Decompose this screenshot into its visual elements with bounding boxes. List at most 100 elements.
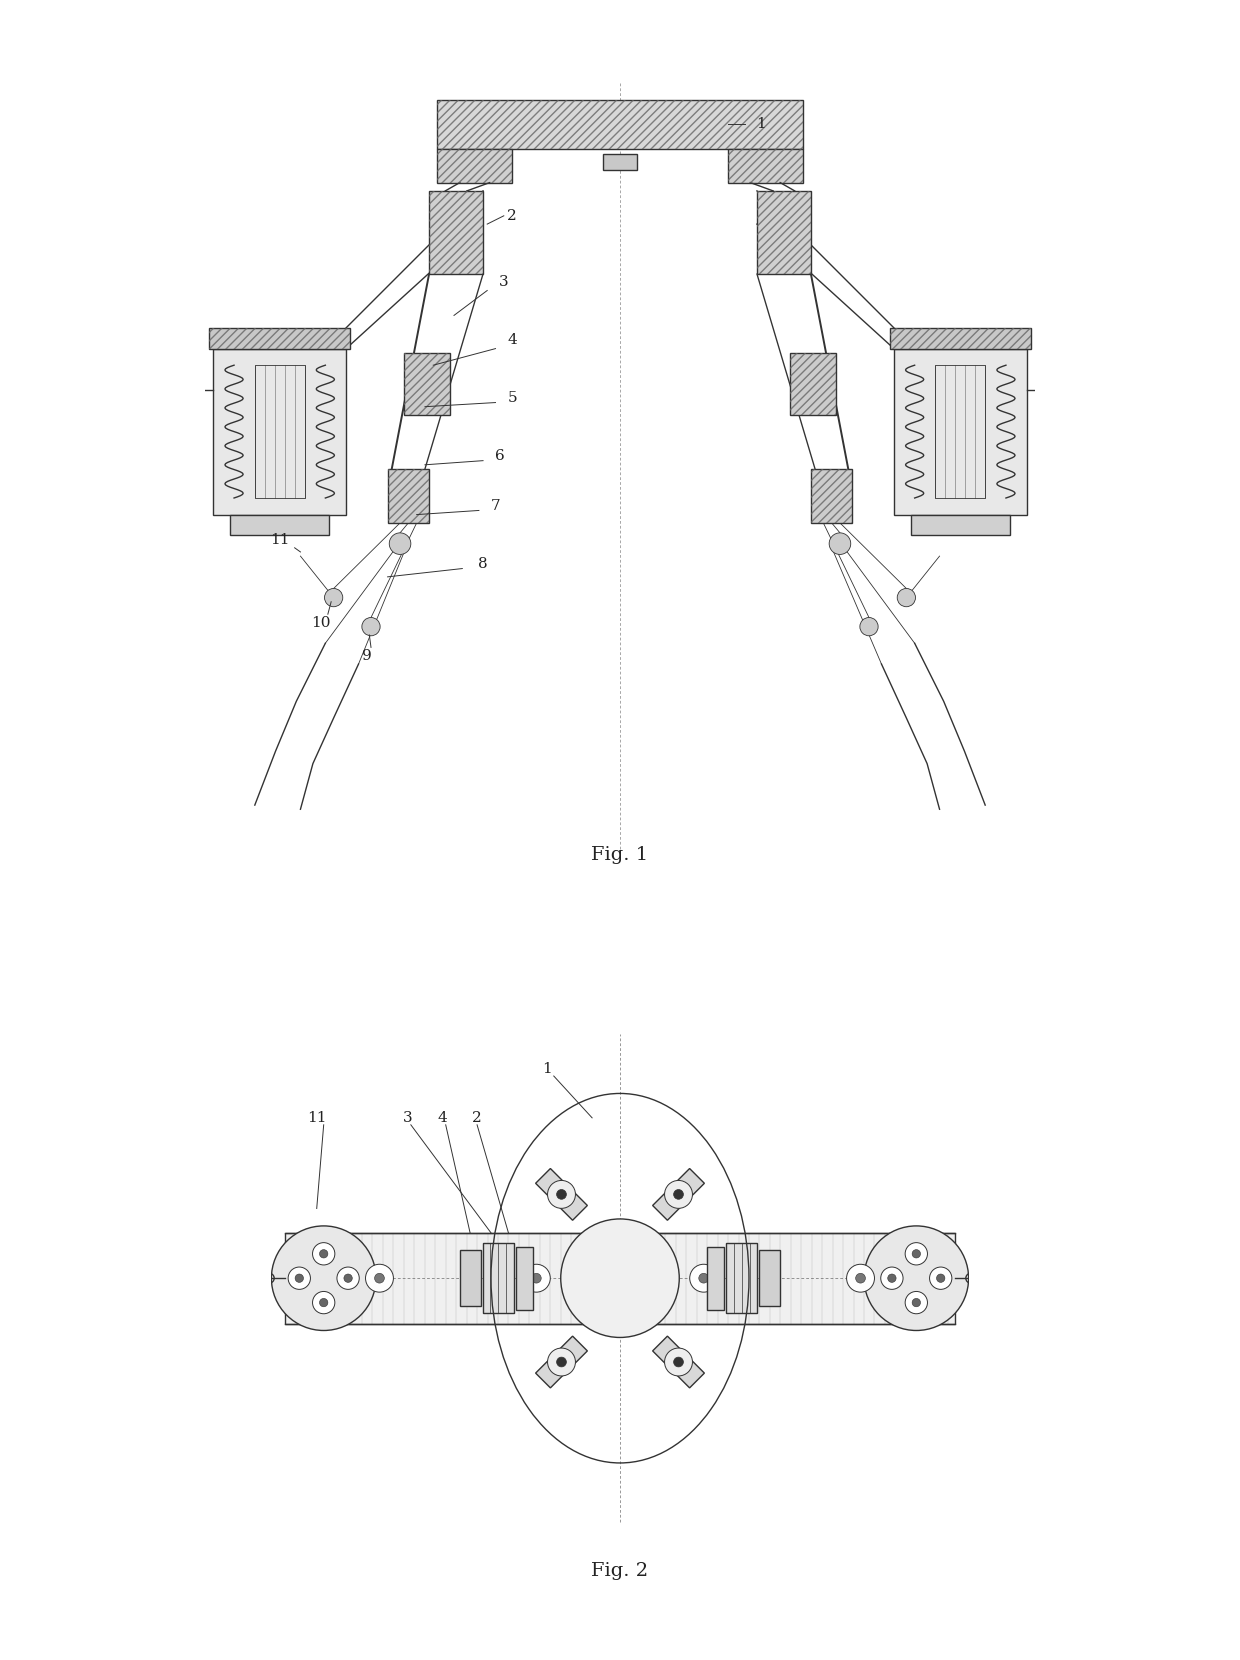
Circle shape — [888, 1273, 897, 1283]
Bar — [210, 329, 350, 349]
Bar — [707, 1247, 724, 1310]
Polygon shape — [536, 1169, 588, 1220]
Text: Fig. 2: Fig. 2 — [591, 1562, 649, 1580]
Circle shape — [295, 1273, 304, 1283]
Circle shape — [665, 1180, 692, 1208]
Circle shape — [847, 1265, 874, 1291]
Bar — [429, 191, 484, 274]
Circle shape — [522, 1265, 551, 1291]
Circle shape — [898, 588, 915, 608]
Circle shape — [532, 1273, 541, 1283]
Circle shape — [343, 1273, 352, 1283]
Circle shape — [557, 1190, 567, 1199]
Text: 7: 7 — [491, 500, 500, 513]
Circle shape — [320, 1250, 327, 1258]
Text: Fig. 1: Fig. 1 — [591, 847, 649, 863]
Text: 8: 8 — [479, 558, 487, 571]
Text: 1: 1 — [542, 1062, 552, 1076]
Bar — [790, 352, 836, 415]
Bar — [460, 1250, 481, 1306]
Circle shape — [930, 1267, 952, 1290]
Bar — [516, 1247, 533, 1310]
Circle shape — [325, 588, 342, 608]
Text: 5: 5 — [507, 392, 517, 405]
Circle shape — [905, 1243, 928, 1265]
Bar — [756, 191, 811, 274]
Circle shape — [548, 1180, 575, 1208]
Text: 3: 3 — [498, 276, 508, 289]
Bar — [429, 191, 484, 274]
Text: 9: 9 — [362, 649, 372, 662]
Circle shape — [699, 1273, 708, 1283]
Circle shape — [665, 1348, 692, 1376]
Bar — [404, 352, 450, 415]
Bar — [725, 1243, 758, 1313]
Circle shape — [913, 1250, 920, 1258]
Bar — [254, 365, 305, 498]
Bar — [894, 349, 1027, 515]
Polygon shape — [536, 1336, 588, 1388]
Bar — [438, 149, 512, 183]
Bar — [890, 329, 1030, 349]
Circle shape — [1044, 382, 1059, 397]
Bar — [910, 515, 1011, 535]
Text: 4: 4 — [507, 334, 517, 347]
Bar — [438, 149, 512, 183]
Bar — [213, 349, 346, 515]
Bar — [438, 100, 802, 149]
Text: 1: 1 — [756, 118, 766, 131]
Circle shape — [859, 618, 878, 636]
Circle shape — [181, 382, 196, 397]
Circle shape — [673, 1358, 683, 1366]
Bar — [438, 100, 802, 149]
Circle shape — [320, 1298, 327, 1306]
Circle shape — [389, 533, 410, 554]
Circle shape — [312, 1243, 335, 1265]
Circle shape — [557, 1358, 567, 1366]
Bar — [935, 365, 986, 498]
Bar — [759, 1250, 780, 1306]
Polygon shape — [652, 1336, 704, 1388]
Bar — [229, 515, 330, 535]
Bar — [404, 352, 450, 415]
Circle shape — [905, 1291, 928, 1313]
Circle shape — [374, 1273, 384, 1283]
Text: 6: 6 — [495, 450, 505, 463]
Bar — [790, 352, 836, 415]
Circle shape — [856, 1273, 866, 1283]
Circle shape — [560, 1218, 680, 1338]
Circle shape — [864, 1225, 968, 1331]
Circle shape — [913, 1298, 920, 1306]
Text: 11: 11 — [308, 1111, 326, 1125]
Circle shape — [366, 1265, 393, 1291]
Bar — [482, 1243, 515, 1313]
Text: 2: 2 — [472, 1111, 482, 1125]
Bar — [388, 468, 429, 523]
Polygon shape — [652, 1169, 704, 1220]
Circle shape — [337, 1267, 360, 1290]
Circle shape — [689, 1265, 718, 1291]
Bar — [604, 153, 636, 169]
Bar — [756, 191, 811, 274]
Text: 4: 4 — [438, 1111, 448, 1125]
Circle shape — [312, 1291, 335, 1313]
Circle shape — [830, 533, 851, 554]
Bar — [388, 468, 429, 523]
Text: 11: 11 — [270, 533, 289, 546]
Bar — [811, 468, 852, 523]
Bar — [811, 468, 852, 523]
Circle shape — [548, 1348, 575, 1376]
Circle shape — [880, 1267, 903, 1290]
Bar — [890, 329, 1030, 349]
Text: 2: 2 — [507, 209, 517, 222]
Text: 3: 3 — [403, 1111, 412, 1125]
Circle shape — [272, 1225, 376, 1331]
Circle shape — [362, 618, 381, 636]
Circle shape — [288, 1267, 310, 1290]
Bar — [285, 1233, 955, 1323]
Bar — [728, 149, 802, 183]
Circle shape — [936, 1273, 945, 1283]
Circle shape — [673, 1190, 683, 1199]
Bar — [210, 329, 350, 349]
Bar — [728, 149, 802, 183]
